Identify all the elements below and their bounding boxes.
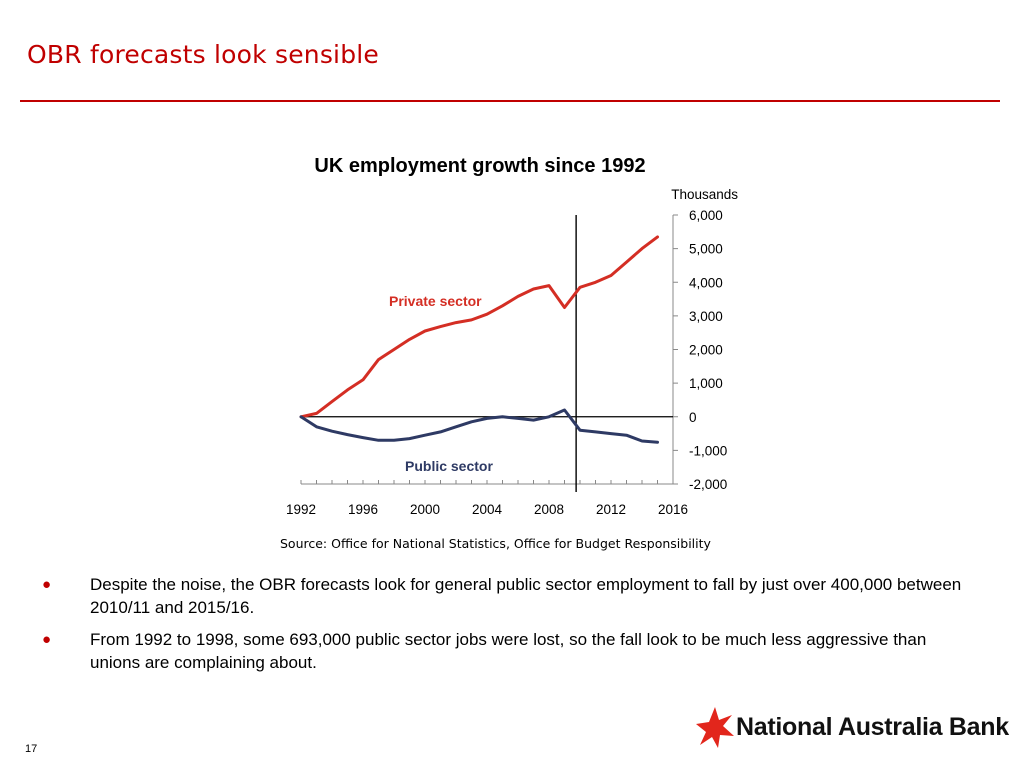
y-tick-label: -1,000 xyxy=(689,443,727,458)
private-sector-line xyxy=(299,235,659,419)
bullet-text: From 1992 to 1998, some 693,000 public s… xyxy=(90,630,927,672)
y-tick-label: 5,000 xyxy=(689,242,723,257)
x-tick-label: 1996 xyxy=(348,502,378,517)
title-divider xyxy=(20,100,1000,102)
y-tick-label: -2,000 xyxy=(689,477,727,492)
bullet-item: ● Despite the noise, the OBR forecasts l… xyxy=(40,573,970,619)
y-tick-label: 0 xyxy=(689,410,697,425)
x-tick-label: 2016 xyxy=(658,502,688,517)
bullet-list: ● Despite the noise, the OBR forecasts l… xyxy=(40,573,970,683)
public-sector-line xyxy=(299,408,659,444)
private-sector-label: Private sector xyxy=(389,293,482,309)
y-tick-label: 4,000 xyxy=(689,275,723,290)
x-tick-label: 2000 xyxy=(410,502,440,517)
nab-logo: National Australia Bank xyxy=(695,705,1009,750)
chart-source: Source: Office for National Statistics, … xyxy=(280,536,711,551)
slide-title: OBR forecasts look sensible xyxy=(27,40,379,69)
page-number: 17 xyxy=(25,743,38,755)
star-icon xyxy=(696,707,734,748)
y-tick-label: 2,000 xyxy=(689,343,723,358)
logo-text: National Australia Bank xyxy=(736,713,1009,741)
y-tick-label: 3,000 xyxy=(689,309,723,324)
y-axis-title: Thousands xyxy=(671,187,738,202)
y-tick-label: 1,000 xyxy=(689,376,723,391)
chart-title: UK employment growth since 1992 xyxy=(314,155,646,177)
x-tick-label: 2008 xyxy=(534,502,564,517)
bullet-dot-icon: ● xyxy=(42,631,52,648)
x-tick-label: 1992 xyxy=(286,502,316,517)
x-tick-label: 2012 xyxy=(596,502,626,517)
bullet-dot-icon: ● xyxy=(42,576,52,593)
bullet-text: Despite the noise, the OBR forecasts loo… xyxy=(90,575,962,617)
public-sector-label: Public sector xyxy=(405,458,493,474)
y-tick-label: 6,000 xyxy=(689,208,723,223)
x-tick-label: 2004 xyxy=(472,502,503,517)
bullet-item: ● From 1992 to 1998, some 693,000 public… xyxy=(40,628,970,674)
